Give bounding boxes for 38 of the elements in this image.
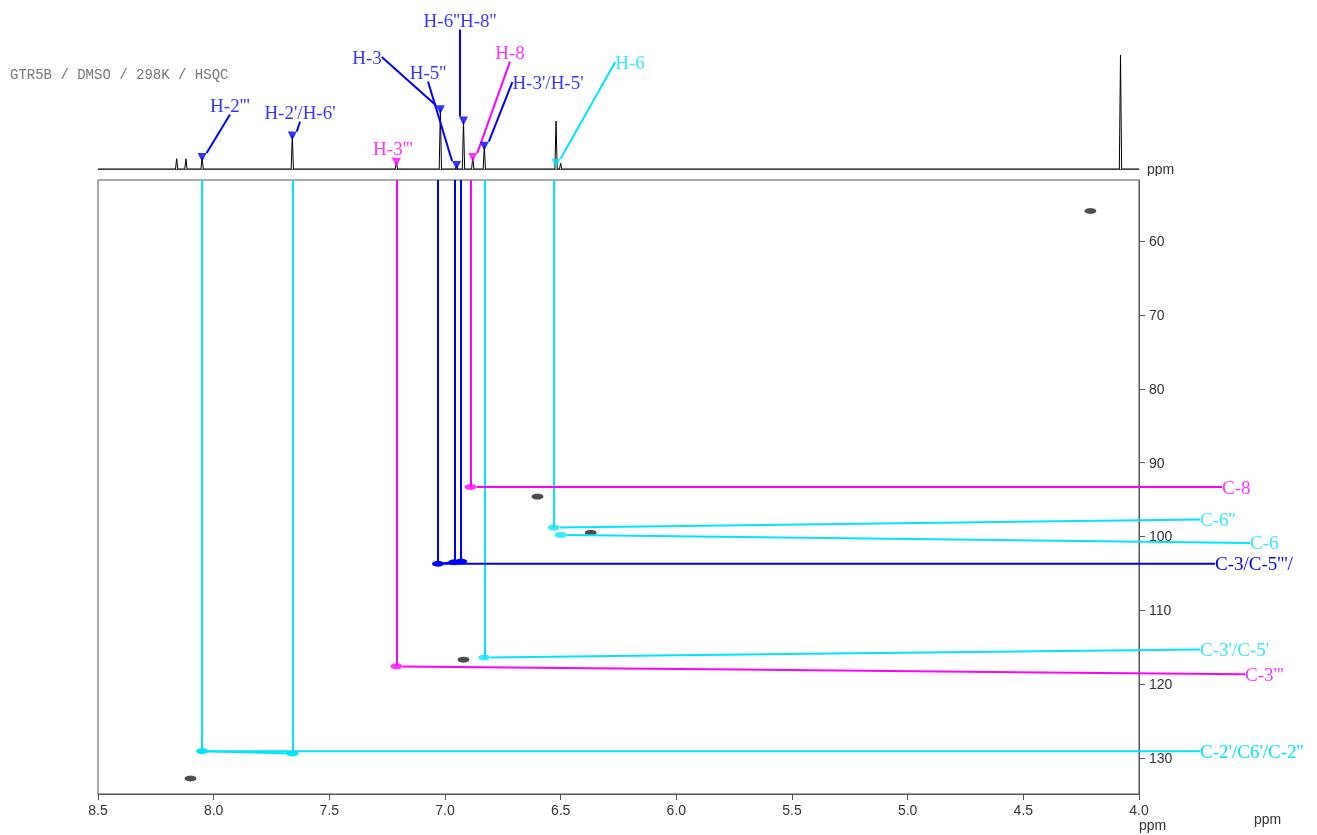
y-tick-label: 130 — [1149, 749, 1173, 766]
text: H-8 — [495, 41, 525, 63]
y-tick-label: 100 — [1149, 528, 1173, 545]
series-label: H-2''' — [210, 94, 250, 116]
text: C-3/C-5'''/ — [1215, 553, 1294, 575]
x-tick-label: 8.5 — [88, 802, 108, 818]
y-tick-label: 60 — [1149, 233, 1165, 250]
x-tick-label: 6.5 — [550, 802, 571, 818]
x-tick-label: 4.5 — [1013, 802, 1034, 818]
x-tick-label: 8.0 — [203, 802, 224, 818]
series-label: H-2'/H-6' — [264, 101, 336, 123]
x-tick-label: 6.0 — [666, 802, 687, 818]
x-axis-title: ppm — [1147, 161, 1175, 177]
x-tick-label: 7.5 — [319, 802, 340, 818]
text: C-6'' — [1200, 509, 1236, 531]
y-tick-label: 80 — [1149, 380, 1165, 397]
x-axis-title: ppm — [1254, 811, 1282, 827]
series-label: H-3''' — [373, 137, 413, 159]
x-tick-label: 7.0 — [435, 802, 455, 818]
y-tick-label: 90 — [1149, 454, 1165, 471]
text: H-3 — [352, 46, 382, 68]
x-tick-label: 4.0 — [1129, 802, 1149, 818]
y-tick-label: 120 — [1149, 676, 1173, 693]
y-axis-title: ppm — [1139, 816, 1167, 833]
text: C-2'/C6'/C-2'' — [1200, 740, 1304, 762]
x-tick-label: 5.0 — [897, 802, 918, 818]
text: H-3'/H-5' — [512, 71, 584, 93]
annotation: GTR5B / DMSO / 298K / HSQC — [10, 67, 229, 83]
text: C-3'/C-5' — [1200, 638, 1270, 660]
text: H-5'' — [409, 61, 447, 83]
text: H-6''H-8'' — [423, 9, 497, 31]
text: H-6 — [615, 51, 645, 73]
text: C-6 — [1250, 532, 1279, 554]
y-tick-label: 110 — [1149, 602, 1172, 619]
y-tick-label: 70 — [1149, 307, 1165, 324]
text: C-3''' — [1245, 663, 1284, 685]
x-tick-label: 5.5 — [782, 802, 802, 818]
text: C-8 — [1222, 476, 1251, 498]
